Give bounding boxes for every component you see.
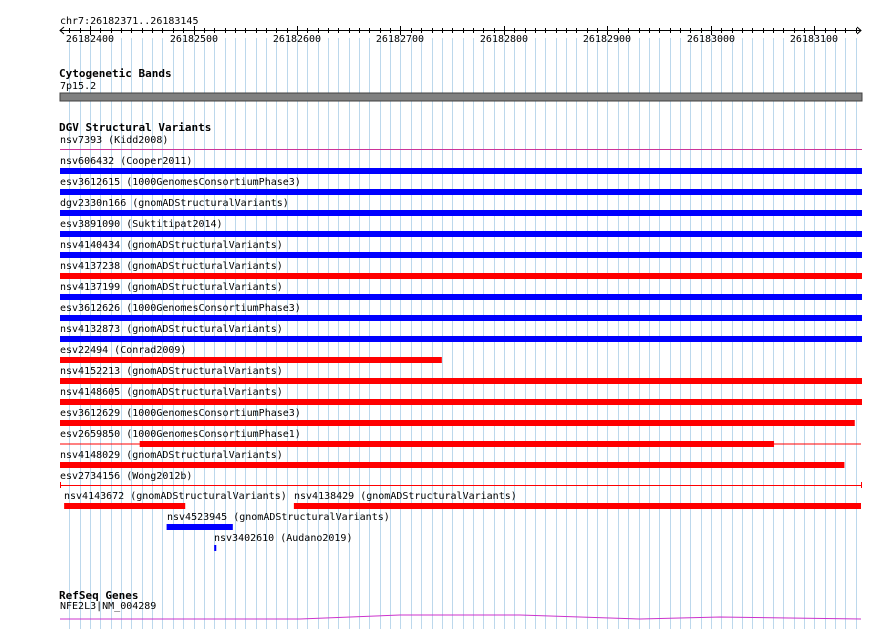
ruler-right-arrow [856,26,862,35]
dgv-variant-label[interactable]: nsv4140434 (gnomADStructuralVariants) [60,240,283,251]
cytoband-bar[interactable] [60,93,862,101]
dgv-variant-bar[interactable] [293,503,861,509]
dgv-variant-bar[interactable] [60,420,855,426]
dgv-variant-bar[interactable] [60,294,862,300]
dgv-variant-label[interactable]: nsv4138429 (gnomADStructuralVariants) [294,491,517,502]
dgv-variant-endcap [861,482,862,488]
dgv-variant-label[interactable]: nsv4137238 (gnomADStructuralVariants) [60,261,283,272]
dgv-variant-label[interactable]: esv3612626 (1000GenomesConsortiumPhase3) [60,303,301,314]
dgv-variant-bar[interactable] [60,273,862,279]
dgv-variant-label[interactable]: nsv4152213 (gnomADStructuralVariants) [60,366,283,377]
dgv-variant-bar[interactable] [60,399,862,405]
dgv-variant-bar[interactable] [64,503,186,509]
dgv-track-title: DGV Structural Variants [59,121,212,134]
dgv-variant-label[interactable]: nsv4132873 (gnomADStructuralVariants) [60,324,283,335]
dgv-variant-bar[interactable] [60,336,862,342]
dgv-variant-endcap [60,482,61,488]
refseq-gene-line[interactable] [60,614,862,620]
cytoband-label[interactable]: 7p15.2 [60,81,97,92]
ruler-tick-label: 26182600 [272,34,322,45]
dgv-variant-label[interactable]: nsv7393 (Kidd2008) [60,135,169,146]
dgv-variant-label[interactable]: esv2659850 (1000GenomesConsortiumPhase1) [60,429,301,440]
ruler-tick-label: 26182800 [479,34,529,45]
dgv-variant-label[interactable]: esv3612629 (1000GenomesConsortiumPhase3) [60,408,301,419]
ruler-tick-label: 26183100 [789,34,839,45]
dgv-variant-bar[interactable] [60,315,862,321]
location-label: chr7:26182371..26183145 [60,16,199,27]
dgv-variant-bar[interactable] [60,378,862,384]
refseq-track-title: RefSeq Genes [59,589,139,602]
ruler-left-arrow [59,26,65,35]
ruler-tick-label: 26182900 [582,34,632,45]
coordinate-grid [69,38,857,629]
dgv-variant-bar[interactable] [60,168,862,174]
dgv-variant-bar[interactable] [60,189,862,195]
dgv-variant-bar[interactable] [60,231,862,237]
dgv-variant-label[interactable]: esv3612615 (1000GenomesConsortiumPhase3) [60,177,301,188]
dgv-variant-bar[interactable] [60,149,862,150]
dgv-variant-label[interactable]: esv2734156 (Wong2012b) [60,471,193,482]
dgv-variant-label[interactable]: nsv4137199 (gnomADStructuralVariants) [60,282,283,293]
dgv-variant-bar[interactable] [60,462,845,468]
dgv-variant-label[interactable]: esv3891090 (Suktitipat2014) [60,219,223,230]
dgv-variant-label[interactable]: nsv4148029 (gnomADStructuralVariants) [60,450,283,461]
dgv-variant-label[interactable]: nsv4143672 (gnomADStructuralVariants) [64,491,287,502]
dgv-variant-bar[interactable] [214,545,217,551]
dgv-variant-bar[interactable] [60,485,862,486]
dgv-variant-label[interactable]: nsv3402610 (Audano2019) [214,533,353,544]
dgv-variant-bar[interactable] [166,524,233,530]
refseq-gene-label[interactable]: NFE2L3|NM_004289 [60,601,157,612]
ruler-tick-label: 26182700 [375,34,425,45]
dgv-variant-label[interactable]: nsv606432 (Cooper2011) [60,156,193,167]
ruler-tick-label: 26182500 [169,34,219,45]
dgv-variant-bar[interactable] [139,441,775,447]
dgv-variant-label[interactable]: nsv4148605 (gnomADStructuralVariants) [60,387,283,398]
dgv-variant-bar[interactable] [60,210,862,216]
tracks-layer [59,92,863,620]
dgv-variant-label[interactable]: dgv2330n166 (gnomADStructuralVariants) [60,198,289,209]
ruler-tick-label: 26183000 [686,34,736,45]
cytoband-outline [59,92,863,102]
dgv-variant-bar[interactable] [60,252,862,258]
dgv-variant-label[interactable]: nsv4523945 (gnomADStructuralVariants) [167,512,390,523]
coordinate-ruler [59,26,862,35]
cytobands-track-title: Cytogenetic Bands [59,67,172,80]
ruler-tick-label: 26182400 [65,34,115,45]
dgv-variant-label[interactable]: esv22494 (Conrad2009) [60,345,187,356]
dgv-variant-bar[interactable] [60,357,442,363]
